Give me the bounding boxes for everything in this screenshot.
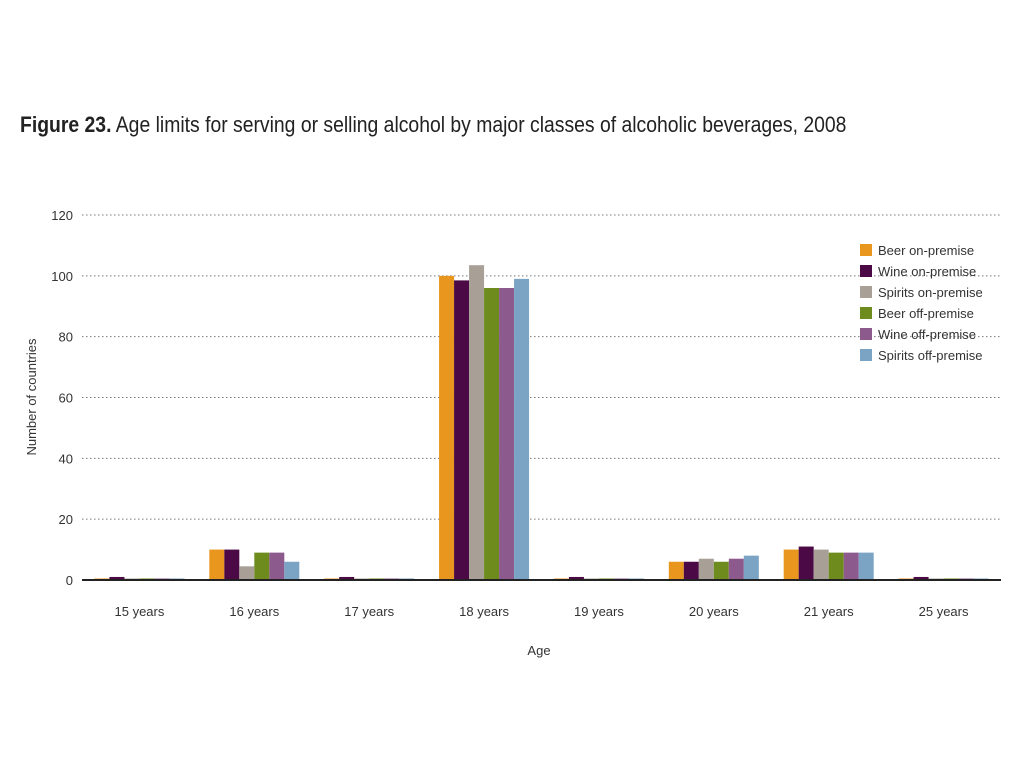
bar-spirits-on-premise-21-years — [813, 549, 829, 580]
bar-wine-on-premise-25-years — [913, 576, 929, 580]
figure-caption: Age limits for serving or selling alcoho… — [115, 112, 847, 137]
bar-spirits-on-premise-16-years — [239, 566, 255, 580]
legend-label: Wine off-premise — [878, 327, 976, 342]
legend-label: Wine on-premise — [878, 264, 976, 279]
bar-wine-on-premise-18-years — [454, 280, 470, 580]
figure-number: Figure 23. — [20, 112, 112, 137]
bar-beer-on-premise-21-years — [783, 549, 799, 580]
legend-swatch — [860, 349, 872, 361]
bar-beer-on-premise-20-years — [668, 561, 684, 580]
bar-spirits-off-premise-18-years — [514, 278, 530, 580]
x-axis-title: Age — [527, 643, 550, 658]
legend-label: Beer off-premise — [878, 306, 974, 321]
legend-label: Beer on-premise — [878, 243, 974, 258]
bar-spirits-on-premise-20-years — [698, 558, 714, 580]
bar-beer-off-premise-21-years — [828, 552, 844, 580]
y-tick-label: 60 — [59, 391, 73, 406]
y-axis: 0 20 40 60 80 100 120 — [51, 208, 73, 588]
bar-wine-on-premise-17-years — [339, 576, 355, 580]
bar-wine-off-premise-16-years — [269, 552, 285, 580]
legend-label: Spirits off-premise — [878, 348, 983, 363]
y-tick-label: 80 — [59, 330, 73, 345]
legend-swatch — [860, 244, 872, 256]
bar-beer-off-premise-16-years — [254, 552, 270, 580]
bar-wine-on-premise-15-years — [109, 576, 125, 580]
legend-swatch — [860, 286, 872, 298]
legend-swatch — [860, 265, 872, 277]
bar-beer-off-premise-18-years — [484, 288, 500, 580]
bar-wine-off-premise-18-years — [499, 288, 515, 580]
x-tick-label: 25 years — [919, 604, 969, 619]
bar-wine-on-premise-20-years — [683, 561, 699, 580]
x-tick-label: 18 years — [459, 604, 509, 619]
x-tick-label: 20 years — [689, 604, 739, 619]
y-axis-title: Number of countries — [24, 338, 39, 456]
bar-beer-on-premise-18-years — [439, 275, 455, 580]
x-tick-label: 15 years — [115, 604, 165, 619]
chart-title: Figure 23. Age limits for serving or sel… — [20, 112, 891, 138]
y-tick-label: 20 — [59, 512, 73, 527]
legend-swatch — [860, 328, 872, 340]
bar-spirits-off-premise-21-years — [858, 552, 874, 580]
legend-swatch — [860, 307, 872, 319]
bars — [94, 265, 989, 580]
bar-wine-on-premise-19-years — [568, 576, 584, 580]
y-tick-label: 120 — [51, 208, 73, 223]
bar-spirits-off-premise-16-years — [284, 561, 300, 580]
bar-wine-off-premise-20-years — [728, 558, 744, 580]
x-axis: 15 years 16 years 17 years 18 years 19 years… — [82, 579, 1001, 619]
y-tick-label: 40 — [59, 451, 73, 466]
bar-wine-on-premise-21-years — [798, 546, 814, 580]
x-tick-label: 21 years — [804, 604, 854, 619]
y-tick-label: 0 — [66, 573, 73, 588]
bar-spirits-off-premise-20-years — [743, 555, 759, 580]
legend: Beer on-premise Wine on-premise Spirits on… — [860, 243, 983, 363]
x-tick-label: 17 years — [344, 604, 394, 619]
gridlines — [82, 214, 1001, 520]
bar-wine-on-premise-16-years — [224, 549, 240, 580]
legend-label: Spirits on-premise — [878, 285, 983, 300]
x-tick-label: 16 years — [229, 604, 279, 619]
y-tick-label: 100 — [51, 269, 73, 284]
bar-beer-off-premise-20-years — [713, 561, 729, 580]
x-tick-label: 19 years — [574, 604, 624, 619]
bar-beer-on-premise-16-years — [209, 549, 225, 580]
bar-wine-off-premise-21-years — [843, 552, 859, 580]
bar-spirits-on-premise-18-years — [469, 265, 485, 580]
